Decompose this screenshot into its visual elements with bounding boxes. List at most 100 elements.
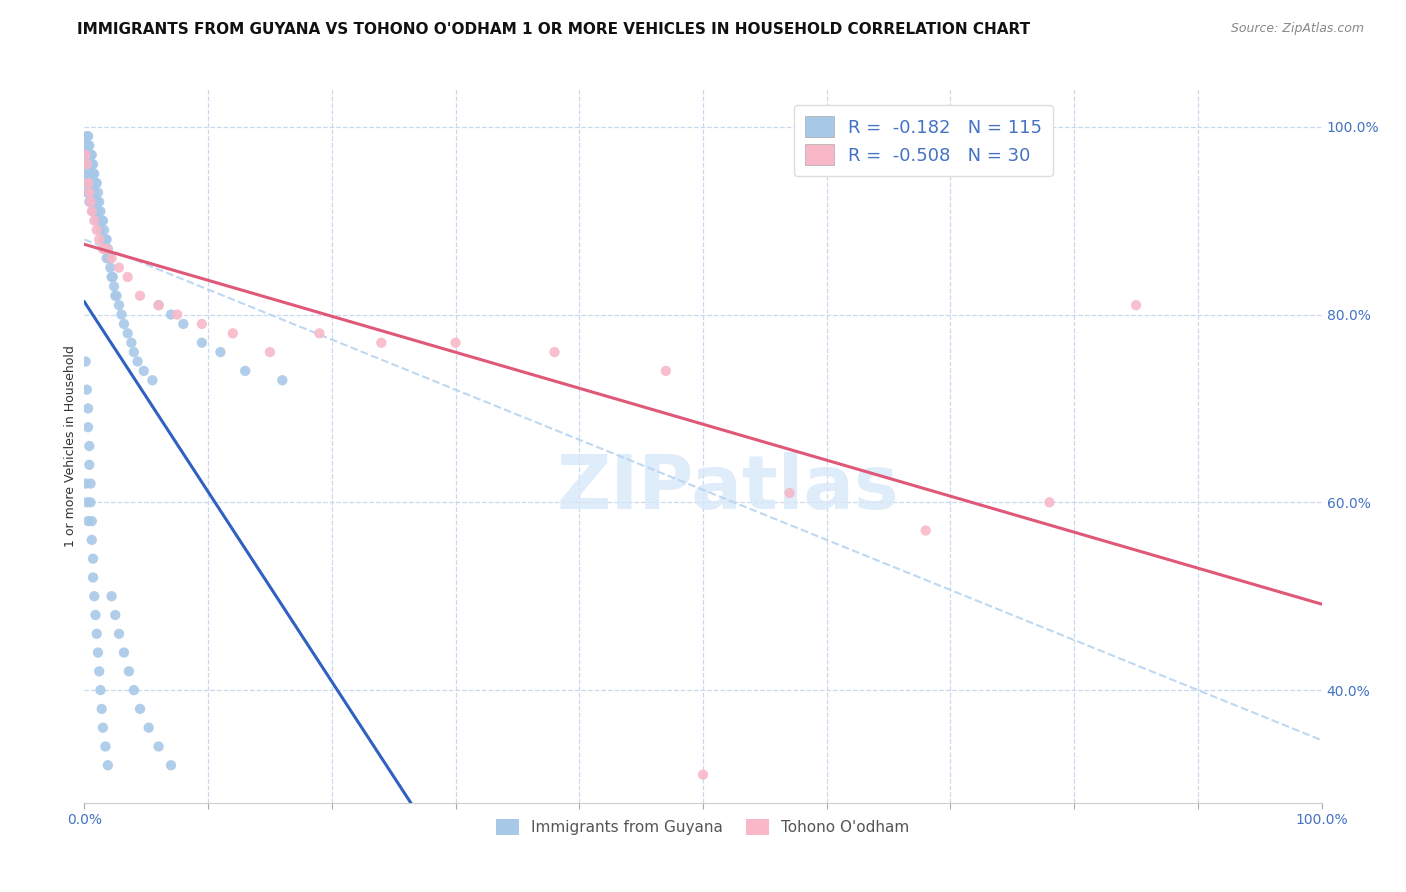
Point [87,646,110,660]
Point [75,148,97,162]
Point [209,345,232,359]
Point [75,476,97,491]
Point [89,683,111,698]
Point [112,646,135,660]
Point [96,251,118,265]
Point [160,308,183,322]
Point [97,758,120,772]
Point [191,317,214,331]
Point [96,242,118,256]
Point [77,157,100,171]
Point [148,298,170,312]
Point [120,335,142,350]
Text: ZIPatlas: ZIPatlas [557,452,898,525]
Text: Source: ZipAtlas.com: Source: ZipAtlas.com [1230,22,1364,36]
Point [79,167,101,181]
Point [100,589,122,603]
Point [444,335,467,350]
Point [90,213,112,227]
Point [76,383,98,397]
Point [79,186,101,200]
Point [104,607,127,622]
Point [76,148,98,162]
Point [79,157,101,171]
Point [97,242,120,256]
Point [148,298,170,312]
Point [110,308,132,322]
Point [82,157,104,171]
Point [77,514,100,528]
Legend: Immigrants from Guyana, Tohono O'odham: Immigrants from Guyana, Tohono O'odham [491,813,915,841]
Point [75,167,97,181]
Point [82,186,104,200]
Point [98,251,121,265]
Point [108,627,131,641]
Point [122,345,145,359]
Y-axis label: 1 or more Vehicles in Household: 1 or more Vehicles in Household [65,345,77,547]
Point [77,129,100,144]
Point [82,204,104,219]
Text: IMMIGRANTS FROM GUYANA VS TOHONO O'ODHAM 1 OR MORE VEHICLES IN HOUSEHOLD CORRELA: IMMIGRANTS FROM GUYANA VS TOHONO O'ODHAM… [77,22,1031,37]
Point [76,157,98,171]
Point [141,373,163,387]
Point [96,232,118,246]
Point [84,607,107,622]
Point [79,439,101,453]
Point [79,476,101,491]
Point [75,148,97,162]
Point [76,129,98,144]
Point [79,148,101,162]
Point [117,326,139,341]
Point [76,157,98,171]
Point [79,495,101,509]
Point [93,223,115,237]
Point [370,335,392,350]
Point [89,194,111,209]
Point [160,758,183,772]
Point [191,335,214,350]
Point [82,167,104,181]
Point [779,486,801,500]
Point [101,270,124,285]
Point [104,289,127,303]
Point [77,176,100,190]
Point [94,739,117,754]
Point [79,148,101,162]
Point [80,533,103,547]
Point [79,458,101,472]
Point [93,242,115,256]
Point [86,176,108,190]
Point [82,570,104,584]
Point [77,167,100,181]
Point [91,242,114,256]
Point [79,157,101,171]
Point [89,204,111,219]
Point [1038,495,1060,509]
Point [914,524,936,538]
Point [84,176,107,190]
Point [271,373,294,387]
Point [132,364,155,378]
Point [233,364,256,378]
Point [127,354,149,368]
Point [79,176,101,190]
Point [83,167,105,181]
Point [148,739,170,754]
Point [82,551,104,566]
Point [91,213,114,227]
Point [76,176,98,190]
Point [80,157,103,171]
Point [222,326,245,341]
Point [94,232,117,246]
Point [80,514,103,528]
Point [91,721,114,735]
Point [89,232,111,246]
Point [80,194,103,209]
Point [83,186,105,200]
Point [129,702,152,716]
Point [80,176,103,190]
Point [117,270,139,285]
Point [166,308,188,322]
Point [692,767,714,781]
Point [77,401,100,416]
